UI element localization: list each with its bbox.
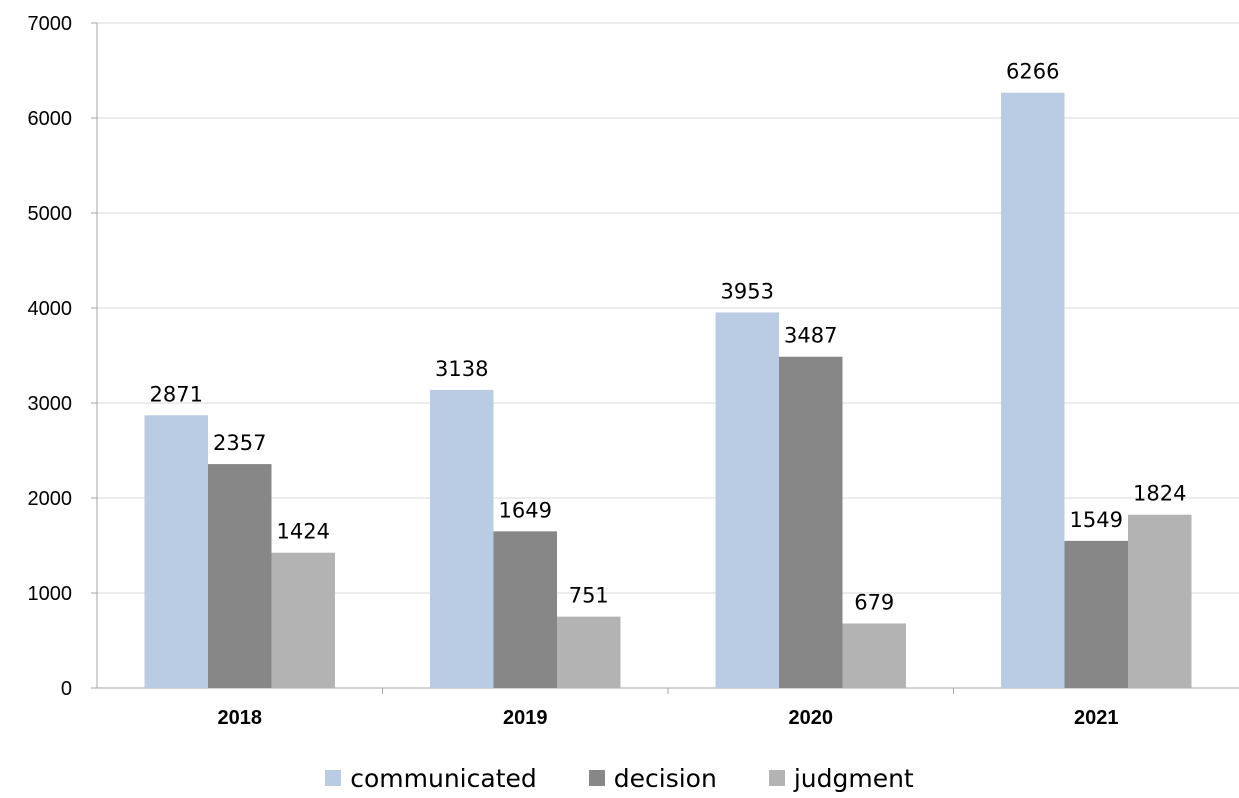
legend-label-judgment: judgment: [793, 763, 914, 793]
y-tick-label: 7000: [28, 13, 73, 35]
data-label-decision-2020: 3487: [784, 324, 837, 348]
data-label-decision-2021: 1549: [1070, 508, 1123, 532]
legend-item-decision: decision: [588, 763, 717, 793]
legend-swatch-communicated: [325, 770, 342, 786]
bar-chart: 0 1000 2000 3000 4000 5000 6000 7000 2871 2357 142…: [28, 13, 1239, 729]
bar-communicated-2021: [1001, 92, 1065, 689]
x-tick-label: 2018: [218, 707, 263, 729]
data-label-judgment-2018: 1424: [277, 520, 330, 544]
x-tick-label: 2019: [503, 707, 548, 729]
bar-judgment-2021: [1128, 514, 1192, 688]
data-label-judgment-2020: 679: [854, 590, 894, 614]
y-tick-label: 2000: [28, 488, 73, 510]
y-tick-label: 4000: [28, 298, 73, 320]
legend-item-communicated: communicated: [325, 766, 537, 791]
data-label-communicated-2019: 3138: [435, 357, 488, 381]
x-tick-label: 2021: [1074, 707, 1119, 729]
data-label-decision-2019: 1649: [499, 498, 552, 522]
bar-judgment-2019: [557, 616, 621, 688]
data-label-decision-2018: 2357: [213, 431, 266, 455]
bar-judgment-2018: [271, 552, 335, 688]
legend-label-decision: decision: [613, 763, 717, 793]
legend-swatch-judgment: [768, 770, 785, 786]
legend: communicated decision judgment: [0, 758, 1239, 798]
bar-judgment-2020: [842, 623, 906, 688]
data-label-communicated-2020: 3953: [721, 279, 774, 303]
data-label-judgment-2019: 751: [569, 584, 609, 608]
y-tick-label: 5000: [28, 203, 73, 225]
bar-communicated-2019: [430, 389, 494, 688]
bar-decision-2018: [208, 464, 272, 688]
bar-decision-2019: [493, 531, 557, 688]
y-tick-label: 3000: [28, 393, 73, 415]
y-tick-label: 1000: [28, 583, 73, 605]
x-tick-label: 2020: [789, 707, 834, 729]
y-tick-label: 0: [61, 678, 72, 700]
data-label-communicated-2021: 6266: [1006, 60, 1059, 84]
bar-decision-2021: [1064, 540, 1128, 688]
legend-label-communicated: communicated: [350, 763, 537, 793]
y-tick-label: 6000: [28, 108, 73, 130]
bar-communicated-2020: [715, 312, 779, 688]
bar-decision-2020: [779, 356, 843, 688]
data-label-communicated-2018: 2871: [150, 382, 203, 406]
legend-item-judgment: judgment: [768, 763, 914, 793]
bar-communicated-2018: [144, 415, 208, 688]
legend-swatch-decision: [588, 770, 605, 786]
data-label-judgment-2021: 1824: [1133, 482, 1186, 506]
